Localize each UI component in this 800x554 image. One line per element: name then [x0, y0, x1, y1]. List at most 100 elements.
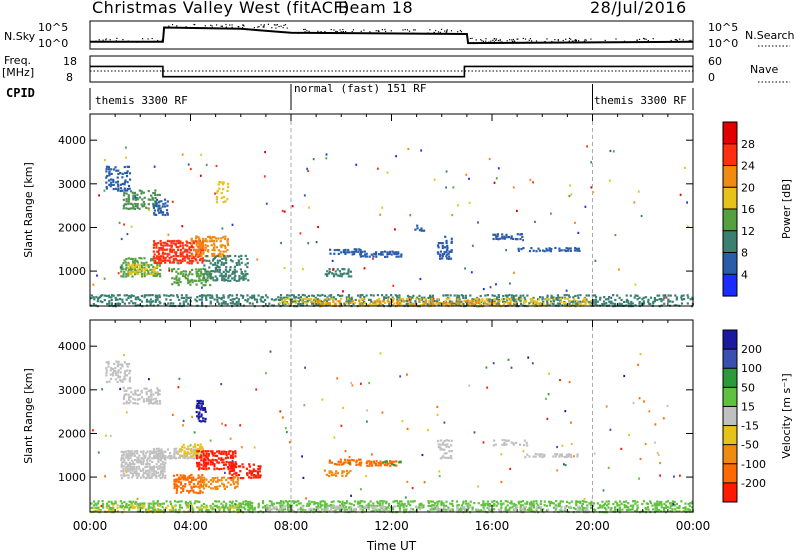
data-cell — [501, 237, 504, 240]
data-cell — [359, 464, 362, 467]
data-speck — [240, 446, 243, 449]
data-cell — [594, 509, 597, 512]
data-speck — [336, 377, 339, 380]
data-cell — [283, 302, 286, 305]
data-cell — [218, 180, 221, 184]
nsky-label: N.Sky — [4, 30, 36, 43]
data-cell — [213, 254, 216, 257]
data-cell — [478, 304, 481, 307]
data-cell — [264, 506, 267, 510]
data-cell — [130, 265, 134, 268]
data-speck — [126, 233, 129, 236]
data-cell — [94, 502, 97, 505]
data-cell — [364, 505, 367, 509]
data-cell — [326, 506, 329, 509]
data-cell — [558, 247, 561, 250]
data-cell — [365, 294, 368, 297]
data-cell — [365, 252, 368, 255]
data-cell — [200, 404, 203, 408]
data-speck — [96, 274, 98, 277]
data-cell — [357, 463, 360, 466]
data-speck — [468, 384, 471, 387]
data-cell — [201, 261, 204, 264]
data-cell — [188, 272, 191, 275]
data-cell — [154, 257, 157, 260]
data-cell — [497, 502, 500, 505]
data-cell — [179, 259, 182, 262]
data-cell — [348, 508, 351, 511]
data-cell — [161, 472, 164, 475]
data-cell — [614, 506, 617, 509]
data-cell — [379, 300, 382, 303]
data-cell — [422, 504, 425, 507]
data-cell — [129, 471, 132, 474]
data-cell — [567, 294, 570, 297]
data-cell — [627, 302, 630, 305]
data-cell — [204, 417, 207, 420]
data-cell — [476, 299, 479, 303]
data-cell — [153, 465, 156, 468]
data-cell — [126, 365, 129, 368]
data-cell — [573, 249, 577, 252]
data-speck — [640, 214, 643, 218]
data-cell — [221, 482, 224, 485]
nsky-panel-frame — [89, 20, 694, 50]
data-cell — [149, 304, 152, 307]
data-cell — [207, 454, 210, 457]
data-cell — [427, 502, 430, 505]
data-cell — [499, 500, 503, 503]
nsky-sample — [363, 29, 365, 31]
data-cell — [224, 450, 228, 454]
data-cell — [667, 300, 670, 303]
x-tick-label: 04:00 — [173, 519, 208, 533]
data-cell — [173, 485, 176, 488]
data-cell — [209, 463, 212, 466]
data-cell — [644, 296, 648, 299]
data-cell — [657, 504, 661, 507]
data-cell — [134, 268, 137, 271]
data-cell — [184, 275, 187, 278]
data-cell — [248, 463, 251, 466]
data-cell — [342, 470, 346, 473]
data-cell — [338, 300, 341, 303]
data-cell — [383, 507, 386, 511]
data-cell — [526, 294, 529, 297]
data-cell — [238, 255, 241, 258]
data-cell — [252, 468, 255, 471]
data-cell — [169, 452, 172, 455]
data-cell — [523, 296, 526, 299]
data-cell — [254, 469, 257, 473]
data-cell — [197, 506, 200, 510]
data-cell — [231, 504, 234, 507]
data-cell — [455, 301, 458, 305]
data-cell — [161, 506, 164, 509]
data-cell — [156, 298, 159, 301]
data-cell — [460, 300, 463, 303]
data-cell — [149, 467, 152, 471]
data-cell — [117, 185, 120, 188]
data-cell — [575, 247, 578, 250]
data-cell — [592, 302, 595, 305]
data-speck — [482, 441, 485, 444]
data-cell — [171, 248, 174, 252]
data-cell — [117, 187, 120, 191]
data-cell — [368, 255, 371, 258]
nsky-sample — [242, 24, 245, 26]
data-speck — [209, 439, 212, 442]
data-cell — [522, 508, 525, 511]
nsky-sample — [225, 26, 227, 28]
data-cell — [349, 463, 352, 466]
data-cell — [638, 301, 641, 304]
data-cell — [247, 500, 250, 504]
data-cell — [535, 507, 538, 510]
data-cell — [393, 252, 396, 256]
data-cell — [143, 263, 146, 266]
data-cell — [195, 300, 198, 303]
data-cell — [484, 302, 487, 305]
nsky-sample — [369, 31, 371, 33]
data-cell — [187, 452, 190, 455]
data-cell — [150, 452, 154, 455]
data-cell — [206, 506, 209, 509]
data-cell — [506, 296, 509, 299]
data-cell — [607, 502, 610, 506]
